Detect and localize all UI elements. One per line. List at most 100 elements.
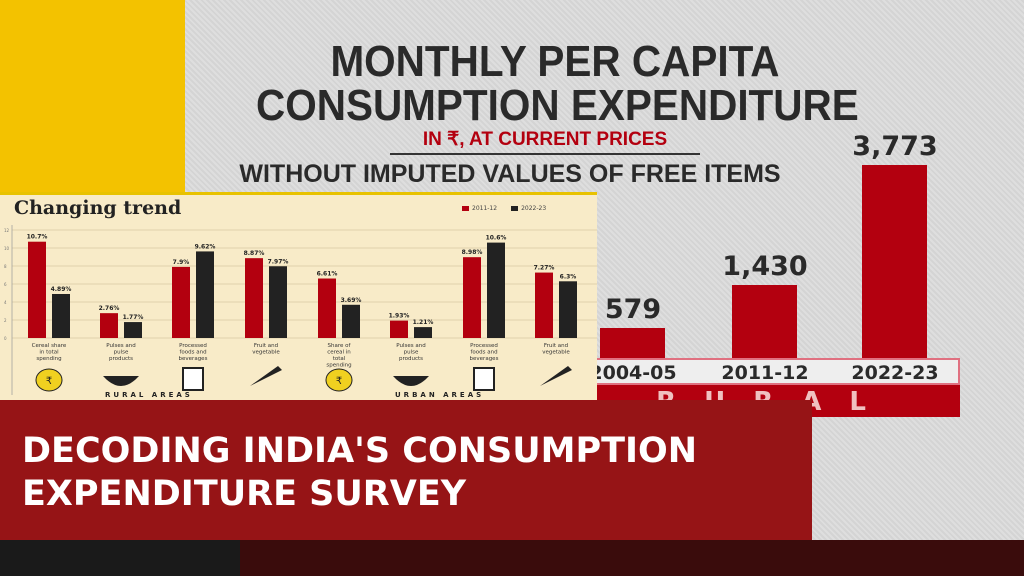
bar-value-label: 6.3% — [560, 273, 577, 280]
legend-item-2022-23: 2022-23 — [511, 205, 546, 212]
bar-value-label: 2.76% — [99, 305, 120, 312]
bar-value-label: 1.93% — [389, 313, 410, 320]
main-chart-note: WITHOUT IMPUTED VALUES OF FREE ITEMS — [239, 160, 781, 188]
bar-value-label: 7.27% — [534, 265, 555, 272]
bar-value-label: 8.87% — [244, 250, 265, 257]
grain-bowl-icon — [103, 376, 139, 386]
main-chart-title-line-2: CONSUMPTION EXPENDITURE — [256, 81, 859, 130]
y-tick-label: 2 — [4, 318, 7, 323]
rupee-symbol: ₹ — [46, 376, 52, 387]
packaged-food-icon — [182, 367, 204, 391]
category-label: 2022-23 — [851, 362, 939, 384]
category-label: Pulses and — [106, 343, 135, 349]
main-chart-title-line-1: MONTHLY PER CAPITA — [330, 37, 780, 86]
bar-2022-23 — [52, 293, 70, 338]
y-tick-label: 4 — [4, 300, 7, 305]
changing-trend-chart: 0 2 4 6 8 10 12 10.7% 4.89% Cereal share in total s… — [0, 192, 597, 402]
headline: DECODING INDIA'S CONSUMPTION EXPENDITURE… — [22, 430, 697, 516]
bar-2011-12 — [28, 241, 46, 338]
bar-2011-12 — [245, 258, 263, 338]
category-label: Fruit and — [254, 343, 278, 349]
bar-value-label: 3.69% — [341, 297, 362, 304]
y-tick-label: 6 — [4, 282, 7, 287]
bar-2022-23 — [559, 281, 577, 338]
bar-2011-12 — [100, 313, 118, 338]
bar-value-label: 1.21% — [413, 319, 434, 326]
bar-2011-12 — [172, 266, 190, 338]
legend-swatch — [511, 206, 519, 211]
headline-line-1: DECODING INDIA'S CONSUMPTION — [22, 431, 698, 471]
category-label: Share of — [328, 343, 352, 349]
bar-2011-12 — [732, 284, 797, 358]
packaged-food-icon — [473, 367, 495, 391]
category-label: cereal in — [327, 350, 351, 356]
legend-swatch — [462, 206, 469, 211]
bar-2022-23 — [124, 322, 142, 338]
legend-label: 2022-23 — [521, 205, 547, 212]
urban-areas-label: URBAN AREAS — [395, 391, 485, 399]
category-label: Processed — [179, 343, 207, 349]
bar-value-label: 4.89% — [51, 286, 72, 293]
category-label: beverages — [179, 356, 208, 362]
category-label: 2004-05 — [589, 362, 677, 384]
category-label: 2011-12 — [721, 362, 809, 384]
bar-value-label: 579 — [604, 294, 662, 326]
category-label: Fruit and — [544, 343, 568, 349]
category-label: pulse — [404, 350, 419, 356]
bar-value-label: 8.98% — [462, 249, 483, 256]
category-label: Cereal share — [32, 343, 67, 349]
bar-2004-05 — [600, 328, 665, 358]
bar-value-label: 3,773 — [852, 131, 938, 162]
carrot-icon — [250, 366, 282, 386]
legend-item-2011-12: 2011-12 — [462, 205, 497, 212]
bar-2022-23 — [342, 304, 360, 338]
category-label: vegetable — [252, 350, 280, 356]
y-tick-label: 10 — [4, 246, 10, 251]
category-label: total — [333, 356, 346, 362]
y-tick-label: 12 — [4, 228, 10, 233]
rural-areas-label: RURAL AREAS — [105, 391, 193, 399]
legend-label: 2011-12 — [472, 205, 498, 212]
bar-2022-23 — [196, 251, 214, 338]
y-tick-label: 8 — [4, 264, 7, 269]
bottom-left-strip — [0, 540, 240, 576]
bar-value-label: 7.9% — [173, 259, 190, 266]
bar-value-label: 1.77% — [123, 314, 144, 321]
main-chart-title: MONTHLY PER CAPITA CONSUMPTION EXPENDITU… — [230, 40, 880, 128]
bar-2022-23 — [862, 165, 927, 358]
y-tick-label: 0 — [4, 336, 7, 341]
bar-2022-23 — [269, 266, 287, 338]
money-bag-icon — [35, 368, 63, 392]
money-bag-icon — [325, 368, 353, 392]
bar-value-label: 1,430 — [722, 250, 808, 282]
bar-2022-23 — [487, 242, 505, 338]
x-axis-band — [590, 358, 960, 385]
category-label: products — [109, 356, 133, 362]
rupee-symbol: ₹ — [336, 376, 342, 387]
category-label: Processed — [470, 343, 498, 349]
category-label: foods and — [470, 350, 497, 356]
headline-line-2: EXPENDITURE SURVEY — [22, 474, 467, 514]
category-label: beverages — [470, 356, 499, 362]
category-label: products — [399, 356, 423, 362]
bar-2011-12 — [463, 257, 481, 338]
category-label: vegetable — [542, 350, 570, 356]
grain-bowl-icon — [393, 376, 429, 386]
bar-value-label: 10.6% — [486, 235, 507, 242]
category-label: pulse — [114, 350, 129, 356]
bar-2011-12 — [535, 272, 553, 338]
category-label: Pulses and — [396, 343, 425, 349]
headline-banner: DECODING INDIA'S CONSUMPTION EXPENDITURE… — [0, 400, 812, 540]
carrot-icon — [540, 366, 572, 386]
category-label: spending — [326, 363, 351, 369]
bar-2011-12 — [390, 320, 408, 338]
bar-value-label: 7.97% — [268, 258, 289, 265]
main-chart-subtitle: IN ₹, AT CURRENT PRICES — [390, 128, 700, 155]
bar-value-label: 9.62% — [195, 243, 216, 250]
bar-2011-12 — [318, 278, 336, 338]
category-label: in total — [39, 350, 59, 356]
bar-value-label: 10.7% — [27, 234, 48, 241]
category-label: spending — [36, 356, 61, 362]
